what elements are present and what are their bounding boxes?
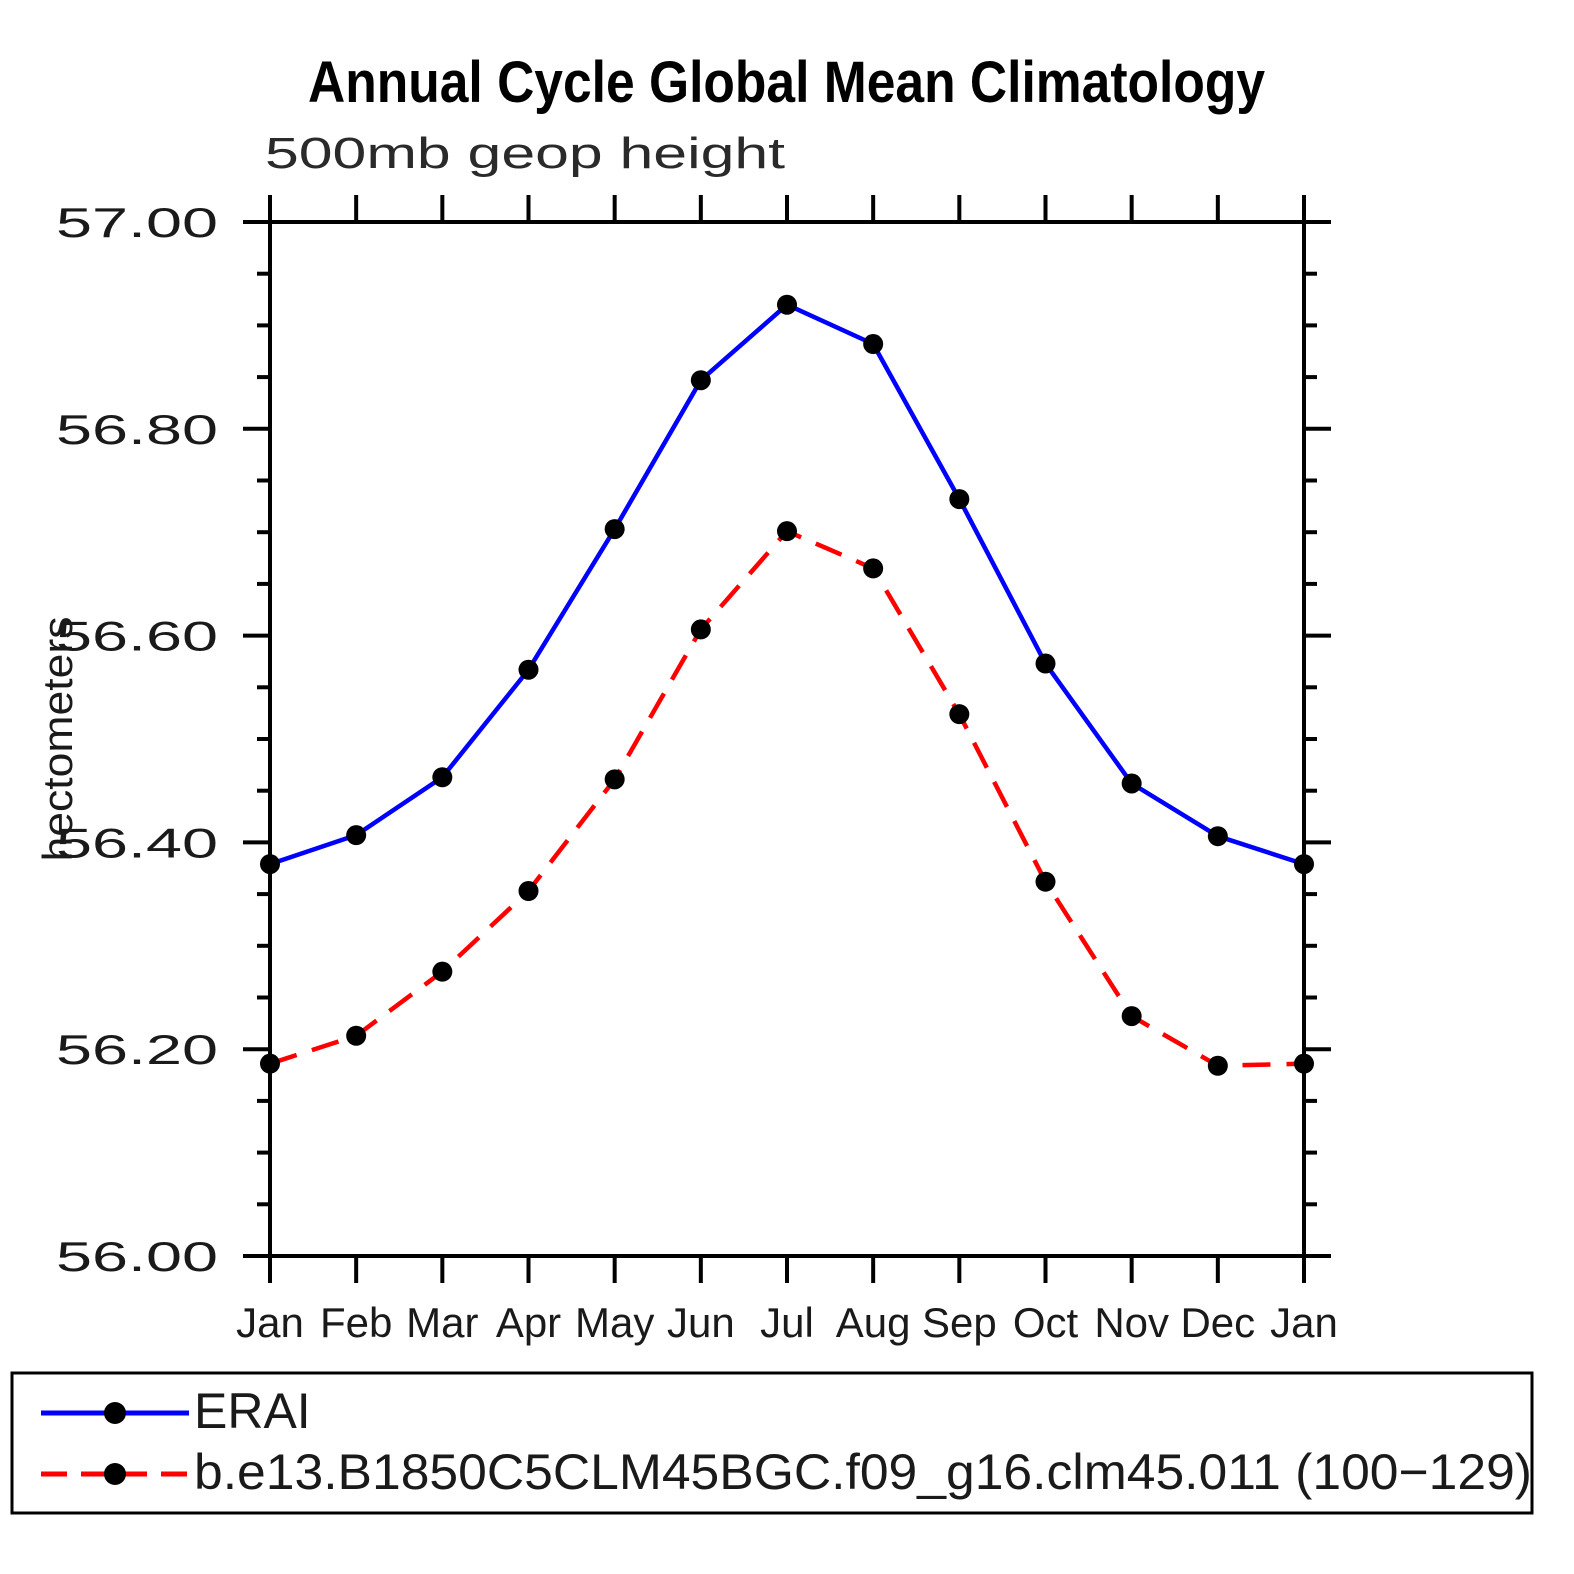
data-point [346, 1025, 367, 1046]
data-point [949, 704, 970, 725]
x-axis-ticks [268, 195, 1306, 1283]
x-tick-label: Jul [760, 1299, 814, 1346]
data-point [260, 854, 280, 875]
y-tick-label: 56.00 [56, 1233, 218, 1280]
x-tick-label: Nov [1094, 1299, 1169, 1346]
y-tick-label: 56.60 [56, 613, 218, 660]
data-point [690, 619, 711, 640]
x-tick-label: Apr [496, 1299, 561, 1346]
data-point [1207, 826, 1228, 847]
legend-box [10, 1371, 1534, 1515]
y-tick-labels: 56.00 56.20 56.40 56.60 56.80 57.00 [56, 199, 218, 1280]
data-point [1294, 854, 1314, 875]
model-series [260, 521, 1314, 1076]
x-tick-label: Feb [320, 1299, 392, 1346]
data-point [260, 1053, 280, 1074]
data-point [777, 521, 797, 542]
legend-label: b.e13.B1850C5CLM45BGC.f09_g16.clm45.011 … [194, 1444, 1532, 1500]
x-tick-label: Oct [1013, 1299, 1079, 1346]
y-tick-label: 57.00 [56, 199, 218, 246]
x-tick-label: Jan [236, 1299, 304, 1346]
y-axis-label: hectometers [34, 617, 81, 862]
x-tick-label: Aug [836, 1299, 911, 1346]
data-point [604, 769, 625, 790]
chart-title: Annual Cycle Global Mean Climatology [308, 50, 1265, 115]
data-point [949, 489, 970, 510]
x-tick-labels: Jan Feb Mar Apr May Jun Jul Aug Sep Oct Nov Dec Jan [236, 1299, 1338, 1346]
data-point [1121, 1006, 1142, 1027]
data-point [1035, 871, 1056, 892]
data-point [1035, 653, 1056, 674]
legend-marker [104, 1402, 126, 1424]
data-point [1121, 773, 1142, 794]
chart-subtitle: 500mb geop height [265, 129, 785, 178]
x-tick-label: Dec [1180, 1299, 1255, 1346]
data-point [1294, 1053, 1314, 1074]
erai-line [269, 302, 1305, 867]
data-point [346, 825, 367, 846]
legend: ERAIb.e13.B1850C5CLM45BGC.f09_g16.clm45.… [10, 1371, 1534, 1515]
x-tick-label: Jan [1270, 1299, 1338, 1346]
model-line [269, 528, 1305, 1068]
data-point [432, 767, 453, 788]
data-point [604, 519, 625, 540]
plot-border [268, 220, 1306, 1258]
data-series [260, 294, 1314, 1076]
x-tick-label: May [575, 1299, 654, 1346]
y-axis-ticks [243, 220, 1331, 1258]
legend-label: ERAI [194, 1383, 311, 1439]
x-tick-label: Mar [406, 1299, 478, 1346]
erai-series [260, 294, 1314, 875]
x-tick-label: Jun [667, 1299, 735, 1346]
data-point [863, 558, 884, 579]
data-point [1207, 1055, 1228, 1076]
plot-frame [268, 220, 1306, 1258]
data-point [777, 294, 797, 315]
x-tick-label: Sep [922, 1299, 997, 1346]
y-tick-label: 56.40 [56, 819, 218, 866]
y-tick-label: 56.80 [56, 406, 218, 453]
legend-entry-model: b.e13.B1850C5CLM45BGC.f09_g16.clm45.011 … [41, 1444, 1532, 1500]
y-tick-label: 56.20 [56, 1026, 218, 1073]
data-point [518, 880, 539, 901]
legend-entry-erai: ERAI [41, 1383, 311, 1439]
data-point [863, 334, 884, 355]
legend-marker [104, 1463, 126, 1485]
data-point [518, 659, 539, 680]
data-point [432, 961, 453, 982]
data-point [690, 370, 711, 391]
